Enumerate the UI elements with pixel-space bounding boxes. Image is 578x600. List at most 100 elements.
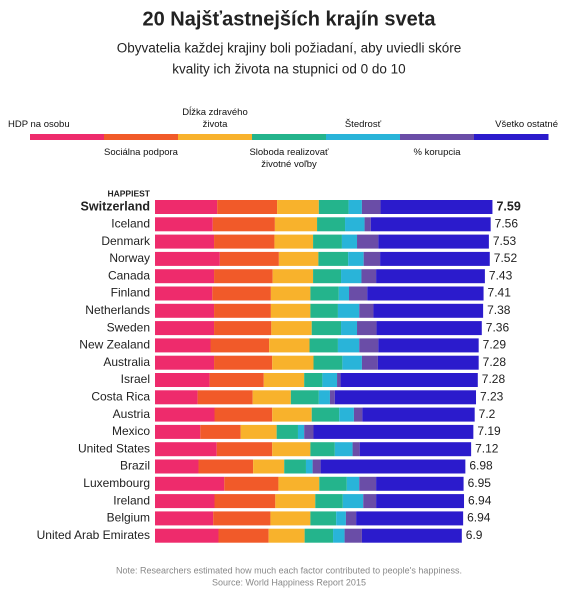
total-label: 6.94 [467, 511, 491, 525]
legend-label: Sociálna podpora [104, 147, 178, 158]
bar-segment [362, 407, 475, 422]
legend-label: Všetko ostatné [495, 119, 558, 130]
bar-segment [357, 321, 377, 336]
legend-swatch [474, 134, 549, 140]
legend-swatch [178, 134, 253, 140]
total-label: 7.23 [480, 389, 504, 403]
bar-segment [363, 494, 377, 509]
bar-segment [320, 459, 466, 474]
y-tick-label: New Zealand [79, 338, 150, 352]
legend-swatch [104, 134, 179, 140]
bar-segment [155, 476, 225, 491]
bar-segment [200, 424, 241, 439]
bar-segment [213, 511, 271, 526]
bar-segment [272, 442, 311, 457]
source: Source: World Happiness Report 2015 [212, 577, 366, 587]
y-tick-label: Brazil [120, 459, 150, 473]
bar-segment [378, 338, 479, 353]
bar-segment [155, 200, 218, 214]
legend-label: Sloboda realizovať životné voľby [249, 147, 329, 170]
bar-segment [219, 251, 279, 266]
bar-segment [214, 269, 273, 284]
total-label: 6.95 [468, 476, 492, 490]
bar-segment [363, 251, 381, 266]
legend-label: Štedrosť [344, 119, 382, 130]
bar-segment [214, 234, 275, 249]
total-label: 7.29 [483, 338, 507, 352]
bar-segment [155, 373, 210, 387]
total-label: 6.94 [468, 493, 492, 507]
total-label: 7.43 [489, 268, 513, 282]
bar-segment [155, 286, 213, 301]
bar-segment [212, 286, 271, 301]
y-tick-label: Costa Rica [91, 389, 150, 403]
bar-segment [361, 355, 378, 370]
bar-segment [367, 286, 484, 301]
y-tick-label: Norway [109, 251, 150, 265]
bar-segment [359, 476, 377, 491]
total-label: 7.28 [482, 372, 506, 386]
bar-segment [312, 459, 321, 474]
bar-segment [155, 442, 217, 457]
bar-segment [272, 355, 314, 370]
bar-segment [310, 286, 339, 301]
bar-segment [380, 200, 493, 214]
bar-segment [309, 338, 338, 353]
y-tick-label: Luxembourg [83, 476, 150, 490]
y-tick-label: Belgium [107, 511, 150, 525]
bar-segment [334, 442, 353, 457]
bar-segment [210, 338, 270, 353]
bar-segment [271, 321, 312, 336]
bar-segment [337, 373, 341, 387]
total-label: 7.12 [475, 441, 499, 455]
total-label: 7.28 [483, 355, 507, 369]
bar-segment [311, 321, 342, 336]
bar-segment [270, 286, 311, 301]
legend-swatch [326, 134, 401, 140]
bar-segment [361, 528, 462, 543]
total-label: 7.2 [479, 407, 496, 421]
bar-segment [376, 476, 464, 491]
bar-segment [311, 407, 340, 422]
bar-segment [268, 528, 305, 543]
bar-segment [322, 373, 338, 387]
bar-segment [155, 321, 215, 336]
bar-segment [376, 321, 482, 336]
bar-segment [336, 511, 346, 526]
legend-label: Dĺžka zdravého života [182, 107, 248, 130]
legend-label: % korupcia [413, 147, 461, 158]
bar-segment [216, 442, 273, 457]
bar-segment [313, 424, 474, 439]
legend-swatch [252, 134, 327, 140]
bar-segment [240, 424, 277, 439]
bar-segment [319, 476, 347, 491]
bar-segment [155, 355, 215, 370]
bar-segment [155, 511, 214, 526]
bar-segment [155, 217, 213, 232]
bar-segment [341, 321, 358, 336]
total-label: 7.56 [495, 216, 519, 230]
legend-label: HDP na osobu [8, 119, 70, 130]
bar-segment [155, 459, 199, 474]
note: Note: Researchers estimated how much eac… [116, 565, 462, 575]
bar-segment [304, 373, 323, 387]
bar-segment [317, 217, 346, 232]
bar-segment [361, 200, 381, 214]
bar-segment [270, 511, 311, 526]
bar-segment [313, 234, 342, 249]
bar-segment [348, 251, 364, 266]
bar-segment [274, 217, 318, 232]
bar-segment [318, 390, 330, 405]
bar-segment [346, 476, 360, 491]
total-label: 7.41 [488, 286, 512, 300]
bar-segment [356, 511, 464, 526]
y-tick-label: Austria [113, 407, 151, 421]
bar-segment [155, 424, 201, 439]
bar-segment [310, 442, 335, 457]
bar-segment [197, 390, 253, 405]
annotation: HAPPIEST [107, 188, 150, 198]
total-label: 7.59 [496, 199, 520, 213]
bar-segment [341, 269, 362, 284]
y-tick-label: Israel [121, 372, 150, 386]
y-tick-label: Netherlands [85, 303, 150, 317]
